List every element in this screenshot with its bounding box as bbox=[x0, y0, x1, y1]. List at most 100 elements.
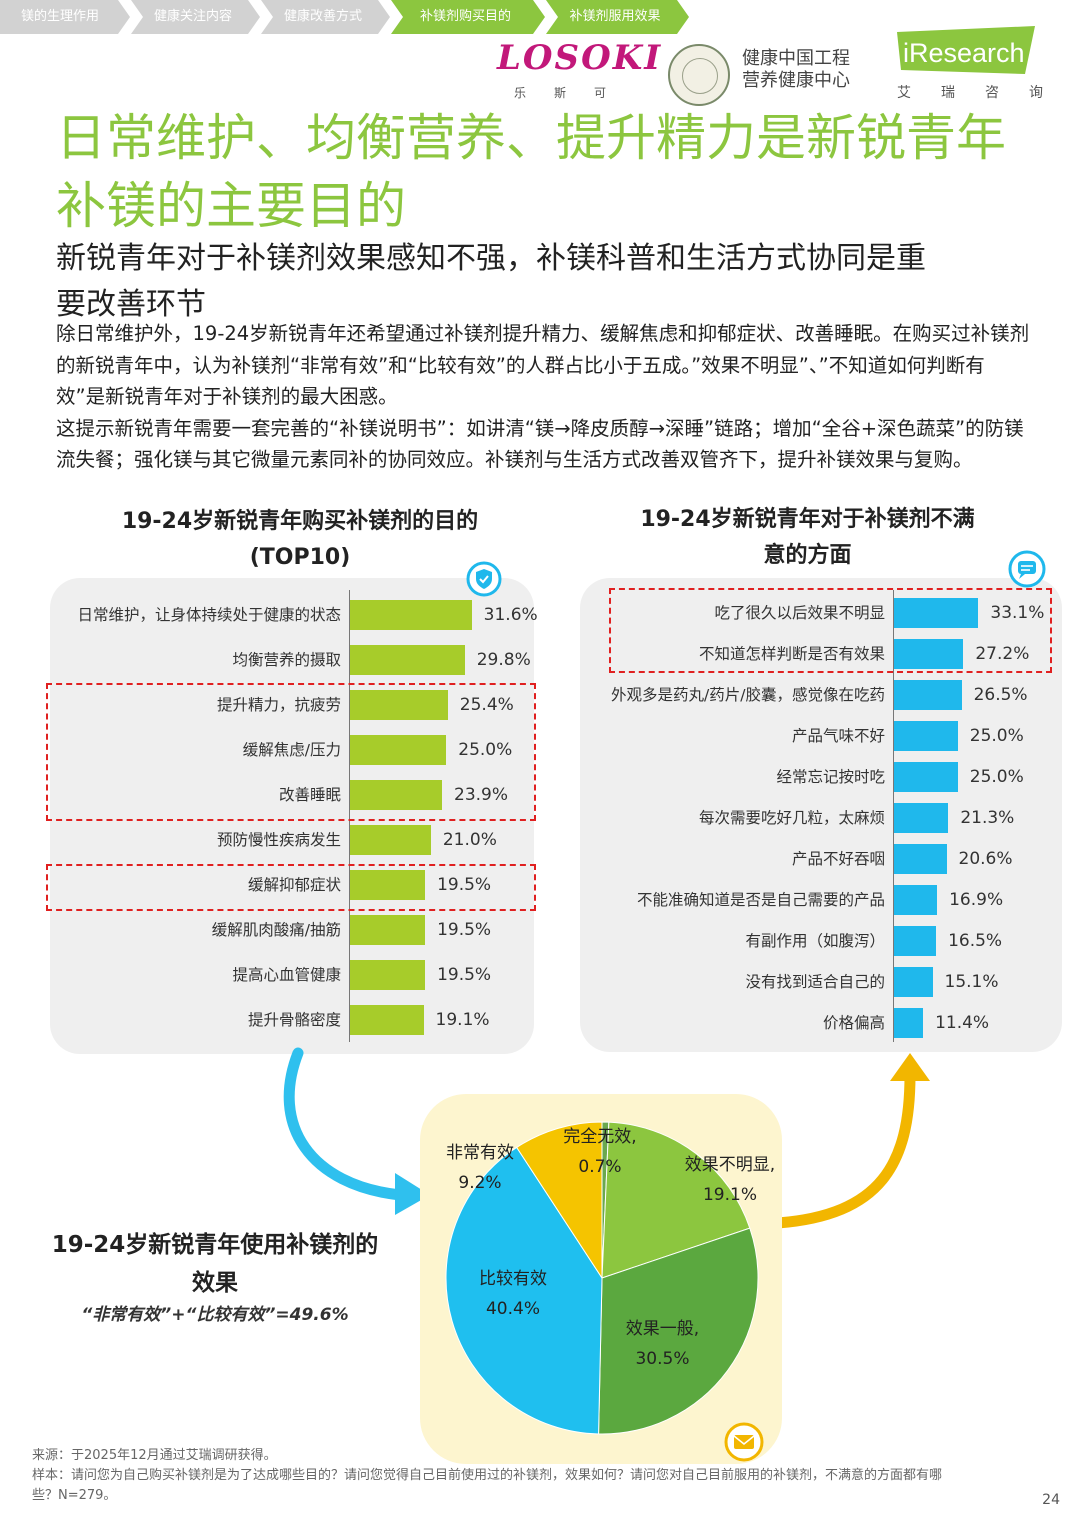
dissatisfaction-title-line2: 意的方面 bbox=[763, 543, 852, 568]
pie-label-no-effect-value: 0.7% bbox=[578, 1157, 622, 1177]
effect-pie-chart bbox=[445, 1121, 759, 1435]
page-title-line1: 日常维护、均衡营养、提升精力是新锐青年 bbox=[56, 109, 1006, 167]
bar-category-label: 缓解抑郁症状 bbox=[247, 876, 341, 894]
bar-category-label: 外观多是药丸/药片/胶囊，感觉像在吃药 bbox=[611, 686, 885, 704]
bar-value-label: 19.5% bbox=[437, 875, 492, 895]
bar bbox=[894, 680, 962, 710]
pie-label-no-effect-name: 完全无效, bbox=[563, 1127, 637, 1147]
nav-shape-2 bbox=[131, 0, 260, 34]
bar-value-label: 29.8% bbox=[476, 650, 531, 670]
bar-value-label: 27.2% bbox=[975, 644, 1030, 664]
bar-value-label: 25.0% bbox=[969, 726, 1024, 746]
pie-slice bbox=[598, 1227, 759, 1435]
bar bbox=[350, 645, 465, 675]
bar bbox=[894, 926, 937, 956]
bar-value-label: 19.5% bbox=[437, 920, 492, 940]
pie-label-very-effective: 非常有效 9.2% bbox=[440, 1138, 520, 1198]
chat-bubble-icon bbox=[1008, 550, 1046, 588]
footer-sample-line2: 些？N=279。 bbox=[32, 1488, 117, 1503]
losoki-logo-subtitle: 乐斯可 bbox=[514, 86, 635, 100]
bar-category-label: 有副作用（如腹泻） bbox=[745, 932, 885, 950]
footer-sample: 样本：请问您为自己购买补镁剂是为了达成哪些目的？请问您觉得自己目前使用过的补镁剂… bbox=[32, 1466, 1062, 1506]
bar-category-label: 缓解肌肉酸痛/抽筋 bbox=[211, 921, 341, 939]
page-title: 日常维护、均衡营养、提升精力是新锐青年 补镁的主要目的 bbox=[56, 104, 1046, 240]
bar bbox=[894, 885, 938, 915]
bar bbox=[894, 967, 933, 997]
page-title-line2: 补镁的主要目的 bbox=[56, 177, 406, 235]
bar-value-label: 21.0% bbox=[442, 830, 497, 850]
body-paragraph-2: 这提示新锐青年需要一套完善的“补镁说明书”：如讲清“镁→降皮质醇→深睡”链路；增… bbox=[56, 416, 1024, 472]
pie-label-unclear: 效果不明显, 19.1% bbox=[680, 1150, 780, 1210]
effect-chart-title: 19-24岁新锐青年使用补镁剂的 效果 bbox=[30, 1226, 400, 1302]
bar-value-label: 16.5% bbox=[948, 931, 1003, 951]
health-center-name-line2: 营养健康中心 bbox=[742, 70, 850, 91]
bar-category-label: 不能准确知道是否是自己需要的产品 bbox=[636, 891, 885, 909]
page-subtitle-line1: 新锐青年对于补镁剂效果感知不强，补镁科普和生活方式协同是重 bbox=[56, 241, 926, 276]
nav-item-health-focus[interactable]: 健康关注内容 bbox=[153, 9, 232, 24]
bar-category-label: 经常忘记按时吃 bbox=[776, 768, 885, 786]
dissatisfaction-panel bbox=[580, 578, 1062, 1052]
bar bbox=[350, 960, 426, 990]
bar-value-label: 16.9% bbox=[949, 890, 1004, 910]
bar-category-label: 价格偏高 bbox=[822, 1014, 885, 1032]
health-center-name: 健康中国工程 营养健康中心 bbox=[742, 48, 850, 92]
bar bbox=[894, 598, 979, 628]
bar-value-label: 19.5% bbox=[437, 965, 492, 985]
bar-value-label: 25.0% bbox=[969, 767, 1024, 787]
bar-category-label: 预防慢性疾病发生 bbox=[216, 831, 341, 849]
envelope-icon bbox=[724, 1422, 764, 1462]
bar bbox=[350, 915, 426, 945]
page-number: 24 bbox=[1042, 1492, 1060, 1508]
purchase-purpose-axis bbox=[349, 590, 350, 1042]
effect-title-line1: 19-24岁新锐青年使用补镁剂的 bbox=[51, 1232, 379, 1258]
bar-value-label: 23.9% bbox=[454, 785, 509, 805]
nav-shape-4 bbox=[391, 0, 545, 34]
dissatisfaction-axis bbox=[893, 590, 894, 1042]
dissatisfaction-title-line1: 19-24岁新锐青年对于补镁剂不满 bbox=[640, 507, 975, 532]
arrow-yellow-icon bbox=[772, 1053, 930, 1229]
shield-icon bbox=[466, 561, 502, 597]
pie-label-unclear-name: 效果不明显, bbox=[684, 1155, 776, 1175]
nav-shape-5 bbox=[546, 0, 689, 34]
bar-category-label: 改善睡眠 bbox=[278, 786, 341, 804]
bar-category-label: 提高心血管健康 bbox=[232, 966, 341, 984]
arrow-blue-icon bbox=[283, 1047, 430, 1215]
bar-value-label: 15.1% bbox=[944, 972, 999, 992]
nav-item-improvement[interactable]: 健康改善方式 bbox=[283, 9, 362, 24]
bar bbox=[894, 762, 958, 792]
iresearch-logo-subtitle: 艾瑞咨询 bbox=[897, 85, 1073, 101]
pie-label-average-value: 30.5% bbox=[635, 1349, 690, 1369]
pie-label-average: 效果一般, 30.5% bbox=[615, 1314, 710, 1374]
bar-category-label: 不知道怎样判断是否有效果 bbox=[698, 645, 885, 663]
bar bbox=[350, 870, 426, 900]
bar-category-label: 提升骨骼密度 bbox=[247, 1011, 341, 1029]
bar-category-label: 没有找到适合自己的 bbox=[745, 973, 885, 991]
pie-label-very-effective-name: 非常有效 bbox=[446, 1143, 514, 1163]
bar bbox=[350, 735, 447, 765]
bar bbox=[894, 639, 964, 669]
bar-value-label: 25.4% bbox=[459, 695, 514, 715]
bar-value-label: 21.3% bbox=[960, 808, 1015, 828]
bar-value-label: 19.1% bbox=[435, 1010, 490, 1030]
pie-slice bbox=[601, 1121, 751, 1279]
nav-shapes bbox=[0, 0, 689, 34]
bar bbox=[350, 690, 448, 720]
bar bbox=[350, 600, 472, 630]
bar bbox=[350, 825, 431, 855]
effect-chart-note: “非常有效”+“比较有效”=49.6% bbox=[81, 1305, 349, 1325]
nav-item-physiology[interactable]: 镁的生理作用 bbox=[20, 9, 99, 24]
bar-value-label: 33.1% bbox=[990, 603, 1045, 623]
iresearch-logo-text: iResearch bbox=[903, 38, 1025, 68]
pie-label-fairly-effective-value: 40.4% bbox=[485, 1299, 540, 1319]
bar-value-label: 26.5% bbox=[973, 685, 1028, 705]
nav-item-purchase-purpose[interactable]: 补镁剂购买目的 bbox=[419, 9, 511, 24]
bar-value-label: 20.6% bbox=[958, 849, 1013, 869]
highlight-box-depression bbox=[46, 864, 536, 911]
body-text: 除日常维护外，19-24岁新锐青年还希望通过补镁剂提升精力、缓解焦虑和抑郁症状、… bbox=[56, 318, 1031, 476]
iresearch-logo: iResearch bbox=[897, 26, 1035, 74]
page-subtitle-line2: 要改善环节 bbox=[56, 287, 206, 322]
purchase-purpose-title-line1: 19-24岁新锐青年购买补镁剂的目的 bbox=[121, 509, 479, 534]
nav-item-usage-effect[interactable]: 补镁剂服用效果 bbox=[569, 9, 661, 24]
bar-category-label: 日常维护，让身体持续处于健康的状态 bbox=[77, 606, 341, 624]
footer-sample-line1: 样本：请问您为自己购买补镁剂是为了达成哪些目的？请问您觉得自己目前使用过的补镁剂… bbox=[32, 1468, 943, 1483]
